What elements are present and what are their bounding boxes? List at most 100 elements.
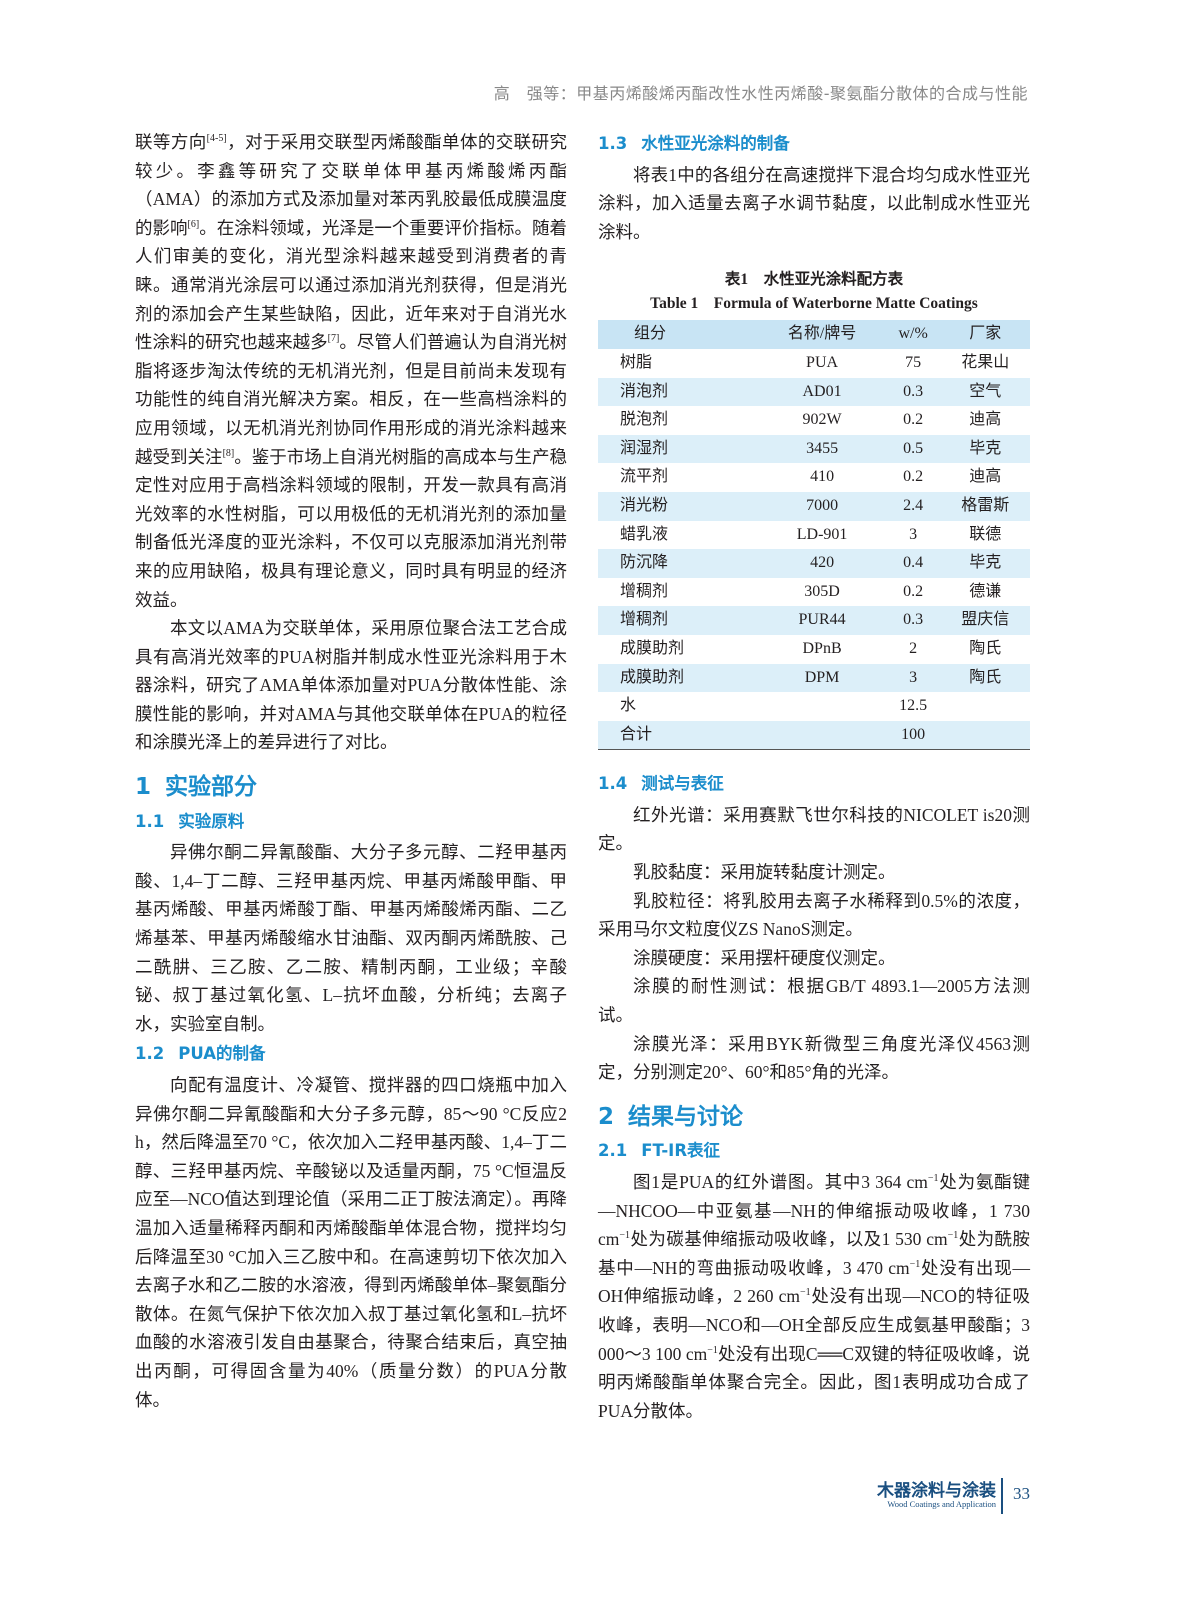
text: ，对于采用交联型丙烯酸酯单体的交联研究较少。李鑫等研究了交联单体甲基丙烯酸烯丙酯… bbox=[135, 132, 568, 238]
superscript: −1 bbox=[619, 1230, 631, 1242]
heading-title: 实验原料 bbox=[178, 811, 245, 831]
table-cell: 迪高 bbox=[969, 468, 1002, 486]
heading-title: 测试与表征 bbox=[641, 774, 724, 794]
table-cell: 420 bbox=[758, 549, 886, 578]
table-cell: 305D bbox=[804, 582, 840, 600]
table-cell: 德谦 bbox=[969, 582, 1002, 600]
table-cell: 防沉降 bbox=[598, 549, 759, 578]
table-row: 合计 100 bbox=[598, 720, 1030, 750]
paragraph: 乳胶黏度：采用旋转黏度计测定。 bbox=[598, 858, 1030, 887]
table-cell: 陶氏 bbox=[940, 663, 1030, 693]
table-row: 流平剂 410 0.2 迪高 bbox=[598, 463, 1030, 492]
paragraph: 异佛尔酮二异氰酸酯、大分子多元醇、二羟甲基丙酸、1,4–丁二醇、三羟甲基丙烷、甲… bbox=[135, 838, 567, 1038]
section-heading: 1 实验部分 bbox=[135, 773, 567, 802]
table-cell: 2 bbox=[909, 639, 918, 657]
superscript: −1 bbox=[947, 1230, 959, 1242]
table-cell: 410 bbox=[810, 468, 835, 486]
table-cell: 毕克 bbox=[940, 549, 1030, 578]
left-column: 联等方向[4-5]，对于采用交联型丙烯酸酯单体的交联研究较少。李鑫等研究了交联单… bbox=[135, 128, 567, 1414]
footer: 木器涂料与涂装 Wood Coatings and Application 33 bbox=[860, 1474, 1030, 1518]
table-cell: 陶氏 bbox=[969, 639, 1002, 657]
heading-title: 实验部分 bbox=[165, 774, 258, 801]
table-cell bbox=[758, 720, 886, 750]
text: 图1是PUA的红外谱图。其中3 364 cm bbox=[633, 1172, 928, 1192]
table-cell: 2.4 bbox=[885, 491, 941, 521]
table-row: 增稠剂 PUR44 0.3 盟庆信 bbox=[598, 606, 1030, 635]
table-cell: 合计 bbox=[598, 720, 759, 750]
text: 。鉴于市场上自消光树脂的高成本与生产稳定性对应用于高档涂料领域的限制，开发一款具… bbox=[135, 446, 568, 610]
heading-number: 1 bbox=[135, 774, 152, 801]
paragraph: 红外光谱：采用赛默飞世尔科技的NICOLET is20测定。 bbox=[598, 801, 1030, 858]
table-cell: 0.5 bbox=[885, 434, 941, 464]
text: 处没有出现—NCO的特征吸收峰，表明—NCO和—OH全部反应生成氨基甲酸酯；3 … bbox=[598, 1286, 1031, 1364]
text: 红外光谱：采用赛默飞世尔科技的NICOLET is20测定。 bbox=[598, 804, 1030, 854]
text: 处为酰胺基中—NH的弯曲振动吸收峰，3 470 cm bbox=[598, 1229, 1030, 1278]
superscript: [6] bbox=[187, 218, 200, 230]
table-cell: 3 bbox=[909, 525, 918, 543]
text: 。尽管人们普遍认为自消光树脂将逐步淘汰传统的无机消光剂，但是目前尚未发现有功能性… bbox=[135, 332, 568, 467]
text: 处没有出现C══C双键的特征吸收峰，说明丙烯酸酯单体聚合完全。因此，图1表明成功… bbox=[598, 1343, 1030, 1421]
heading-title: 结果与讨论 bbox=[628, 1103, 744, 1130]
text: 涂膜光泽：采用BYK新微型三角度光泽仪4563测定，分别测定20°、60°和85… bbox=[598, 1033, 1030, 1083]
heading-number: 2 bbox=[598, 1103, 615, 1130]
table-cell: 7000 bbox=[758, 491, 886, 521]
text: 本文以AMA为交联单体，采用原位聚合法工艺合成具有高消光效率的PUA树脂并制成水… bbox=[135, 618, 567, 753]
journal-name: 木器涂料与涂装 bbox=[877, 1481, 996, 1501]
paragraph: 涂膜光泽：采用BYK新微型三角度光泽仪4563测定，分别测定20°、60°和85… bbox=[598, 1030, 1030, 1087]
paragraph: 涂膜的耐性测试：根据GB/T 4893.1—2005方法测试。 bbox=[598, 972, 1030, 1029]
table-cell: 树脂 bbox=[620, 353, 653, 371]
text: 向配有温度计、冷凝管、搅拌器的四口烧瓶中加入异佛尔酮二异氰酸酯和大分子多元醇，8… bbox=[135, 1075, 567, 1410]
paragraph: 乳胶粒径：将乳胶用去离子水稀释到0.5%的浓度，采用马尔文粒度仪ZS NanoS… bbox=[598, 887, 1030, 944]
table-cell: 0.2 bbox=[903, 411, 924, 429]
table-cell: 水 bbox=[620, 697, 637, 715]
superscript: [8] bbox=[222, 447, 235, 459]
paragraph: 联等方向[4-5]，对于采用交联型丙烯酸酯单体的交联研究较少。李鑫等研究了交联单… bbox=[135, 128, 567, 614]
table-cell: 润湿剂 bbox=[598, 434, 759, 464]
table-row: 成膜助剂 DPM 3 陶氏 bbox=[598, 663, 1030, 693]
table-row: 消光粉 7000 2.4 格雷斯 bbox=[598, 491, 1030, 521]
text: 异佛尔酮二异氰酸酯、大分子多元醇、二羟甲基丙酸、1,4–丁二醇、三羟甲基丙烷、甲… bbox=[135, 842, 567, 1034]
table-header-row: 组分 名称/牌号 w/% 厂家 bbox=[598, 320, 1030, 349]
table-cell: 75 bbox=[905, 353, 922, 371]
running-header: 高 强等：甲基丙烯酸烯丙酯改性水性丙烯酸-聚氨酯分散体的合成与性能 bbox=[493, 84, 1028, 103]
table-cell: 联德 bbox=[969, 525, 1002, 543]
table-cell: 蜡乳液 bbox=[620, 525, 669, 543]
table-cell: 成膜助剂 bbox=[598, 663, 759, 693]
heading-number: 1.2 bbox=[135, 1044, 165, 1064]
table-cell: 迪高 bbox=[969, 411, 1002, 429]
table-cell: 空气 bbox=[940, 377, 1030, 407]
table-cell: 12.5 bbox=[899, 697, 928, 715]
text: 处为碳基伸缩振动吸收峰，以及1 530 cm bbox=[630, 1229, 948, 1250]
subsection-heading: 1.2 PUA的制备 bbox=[135, 1040, 567, 1069]
table-cell bbox=[940, 692, 1030, 721]
heading-number: 1.4 bbox=[598, 774, 628, 794]
paragraph: 向配有温度计、冷凝管、搅拌器的四口烧瓶中加入异佛尔酮二异氰酸酯和大分子多元醇，8… bbox=[135, 1071, 567, 1414]
text: 涂膜的耐性测试：根据GB/T 4893.1—2005方法测试。 bbox=[598, 976, 1030, 1026]
table-row: 蜡乳液 LD-901 3 联德 bbox=[598, 521, 1030, 550]
table-cell: DPM bbox=[758, 663, 886, 693]
table-cell: 0.2 bbox=[903, 468, 924, 486]
table-cell: 毕克 bbox=[940, 434, 1030, 464]
heading-title: FT-IR表征 bbox=[641, 1141, 721, 1161]
table-cell: 盟庆信 bbox=[940, 606, 1030, 635]
table-cell: 增稠剂 bbox=[620, 582, 669, 600]
table-row: 脱泡剂 902W 0.2 迪高 bbox=[598, 406, 1030, 435]
column-header: 厂家 bbox=[940, 320, 1030, 349]
superscript: −1 bbox=[927, 1173, 939, 1184]
heading-title: 水性亚光涂料的制备 bbox=[641, 134, 790, 153]
subsection-heading: 1.4 测试与表征 bbox=[598, 770, 1030, 799]
heading-number: 1.3 bbox=[598, 134, 628, 153]
table-cell: 0.2 bbox=[903, 582, 924, 600]
table-cell bbox=[940, 720, 1030, 750]
table: 组分 名称/牌号 w/% 厂家 树脂 PUA 75 花果山 消泡剂 AD01 0.3 空气 脱泡剂 902… bbox=[598, 320, 1030, 751]
superscript: [4-5] bbox=[206, 133, 227, 144]
table-cell: AD01 bbox=[758, 377, 886, 407]
subsection-heading: 2.1 FT-IR表征 bbox=[598, 1137, 1030, 1166]
table-cell: 100 bbox=[885, 720, 941, 750]
table-cell: 成膜助剂 bbox=[620, 639, 685, 657]
table-cell: DPnB bbox=[802, 639, 842, 657]
right-column: 1.3 水性亚光涂料的制备将表1中的各组分在高速搅拌下混合均匀成水性亚光涂料，加入… bbox=[598, 128, 1030, 1425]
paragraph: 将表1中的各组分在高速搅拌下混合均匀成水性亚光涂料，加入适量去离子水调节黏度，以… bbox=[598, 161, 1030, 247]
column-header: 名称/牌号 bbox=[758, 320, 886, 349]
